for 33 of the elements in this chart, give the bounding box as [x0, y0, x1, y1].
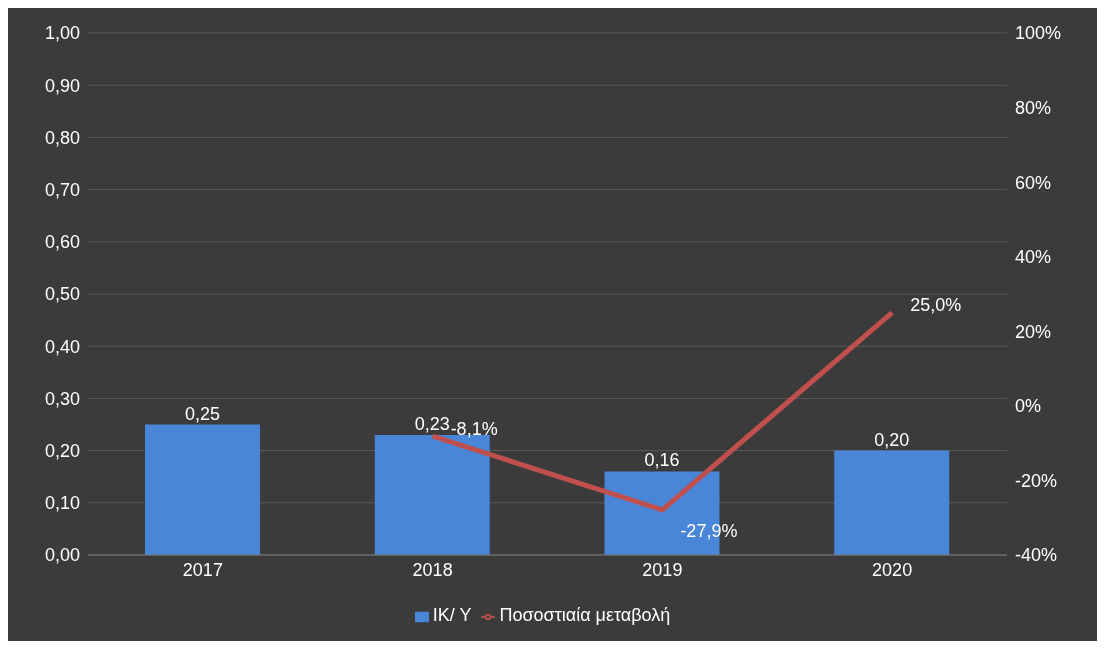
- y-tick-label: 0,70: [44, 179, 80, 200]
- y2-tick-label: -20%: [1015, 470, 1058, 491]
- y2-tick-label: 40%: [1015, 247, 1052, 268]
- y-tick-label: 0,50: [44, 284, 80, 305]
- y-tick-label: 0,20: [44, 440, 80, 461]
- bar: [834, 450, 950, 555]
- x-tick-label: 2018: [412, 559, 453, 580]
- data-label: 25,0%: [910, 295, 962, 316]
- data-label: 0,23: [414, 413, 450, 434]
- y-tick-label: 0,80: [44, 127, 80, 148]
- y-tick-label: 0,90: [44, 75, 80, 96]
- y-tick-label: 1,00: [44, 23, 80, 44]
- y2-tick-label: 20%: [1015, 321, 1052, 342]
- legend-label: ΙΚ/ Υ: [432, 605, 472, 625]
- data-label: 0,16: [644, 450, 680, 471]
- x-tick-label: 2020: [872, 559, 913, 580]
- data-label: -8,1%: [450, 418, 498, 439]
- y2-tick-label: 60%: [1015, 172, 1052, 193]
- data-label: 0,20: [874, 429, 910, 450]
- y-tick-label: 0,10: [44, 493, 80, 514]
- bar: [145, 424, 260, 555]
- data-label: 0,25: [184, 403, 221, 424]
- y-tick-label: 0,60: [44, 232, 80, 253]
- y-tick-label: 0,00: [44, 545, 80, 566]
- y-tick-label: 0,40: [44, 336, 80, 357]
- x-tick-label: 2019: [642, 559, 683, 580]
- x-tick-label: 2017: [182, 559, 223, 580]
- y2-tick-label: 80%: [1015, 97, 1052, 118]
- y2-tick-label: 100%: [1015, 23, 1062, 44]
- y2-tick-label: -40%: [1015, 545, 1058, 566]
- y2-tick-label: 0%: [1015, 396, 1042, 417]
- y-tick-label: 0,30: [44, 388, 80, 409]
- legend-label: Ποσοστιαία μεταβολή: [499, 605, 671, 625]
